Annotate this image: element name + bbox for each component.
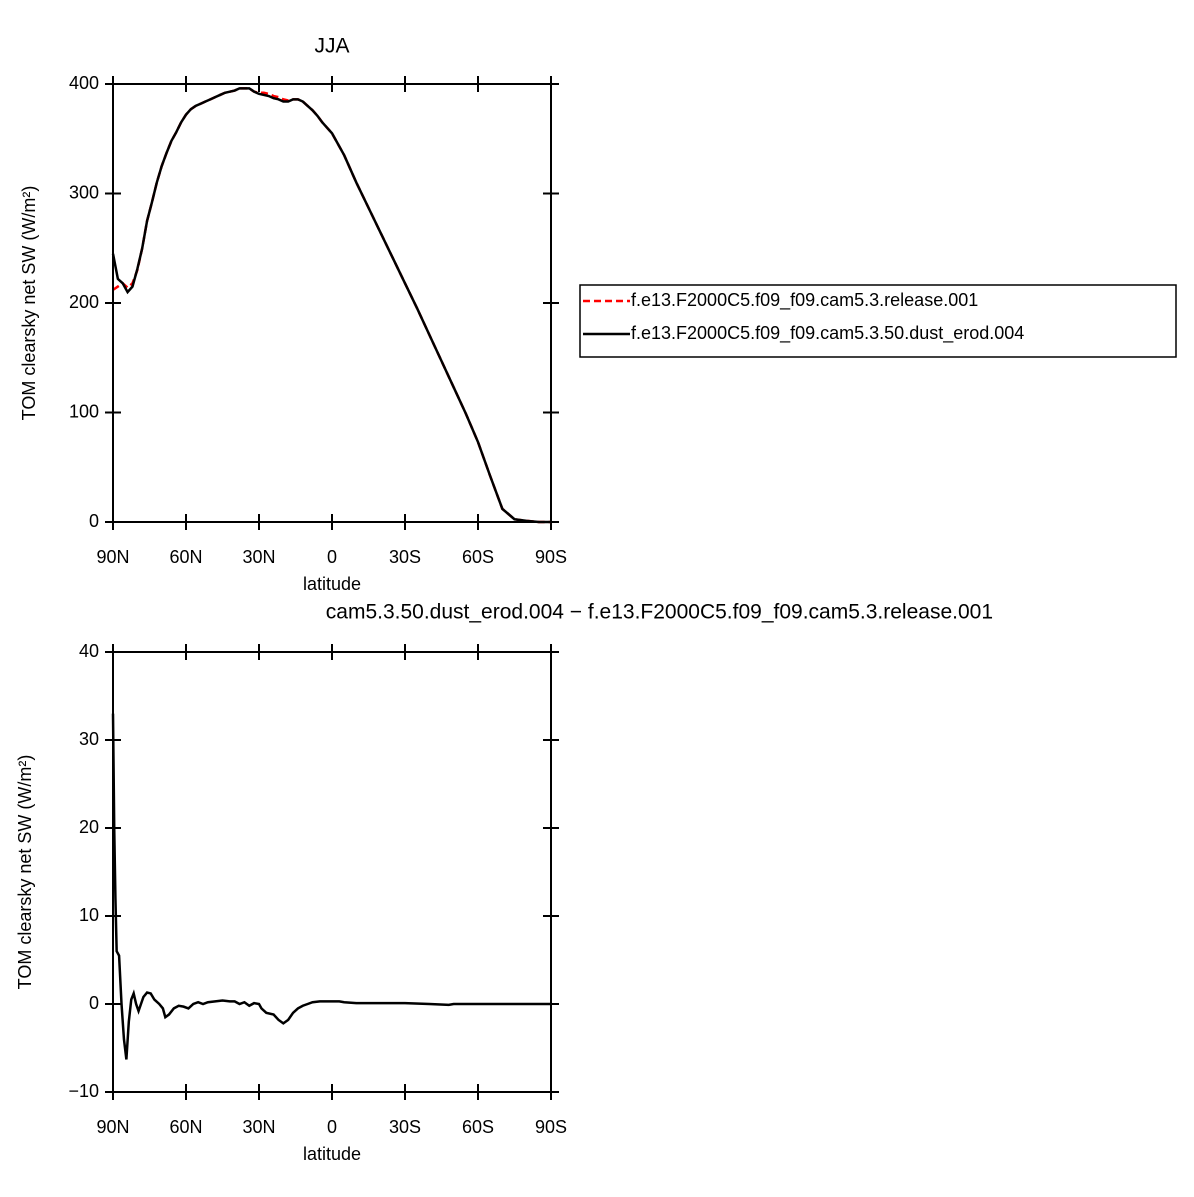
x-tick-label: 60S — [462, 1117, 494, 1137]
y-tick-label: 10 — [79, 905, 99, 925]
x-tick-label: 30S — [389, 1117, 421, 1137]
plot-frame — [112, 651, 552, 1093]
y-tick-label: 40 — [79, 641, 99, 661]
y-tick-label: 0 — [89, 993, 99, 1013]
y-tick-label: 20 — [79, 817, 99, 837]
y-tick-label: 100 — [69, 401, 99, 421]
x-tick-label: 30N — [242, 1117, 275, 1137]
data-line — [112, 87, 551, 524]
y-tick-label: 0 — [89, 511, 99, 531]
y-tick-label: 300 — [69, 182, 99, 202]
y-tick-label: 30 — [79, 729, 99, 749]
y-axis-label: TOM clearsky net SW (W/m²) — [19, 186, 39, 421]
x-tick-label: 90N — [96, 547, 129, 567]
x-tick-label: 90S — [535, 547, 567, 567]
data-line — [111, 87, 551, 524]
x-tick-label: 0 — [327, 1117, 337, 1137]
legend-label: f.e13.F2000C5.f09_f09.cam5.3.50.dust_ero… — [631, 323, 1024, 344]
x-tick-label: 30S — [389, 547, 421, 567]
chart-title: cam5.3.50.dust_erod.004 − f.e13.F2000C5.… — [326, 601, 993, 624]
data-line — [111, 713, 551, 1060]
y-axis-label: TOM clearsky net SW (W/m²) — [15, 755, 35, 990]
x-axis-label: latitude — [303, 1144, 361, 1164]
plot-frame — [112, 83, 552, 523]
x-tick-label: 60S — [462, 547, 494, 567]
legend-box — [579, 284, 1177, 358]
x-tick-label: 90S — [535, 1117, 567, 1137]
y-tick-label: 400 — [69, 73, 99, 93]
x-tick-label: 60N — [169, 1117, 202, 1137]
x-axis-label: latitude — [303, 574, 361, 594]
legend-label: f.e13.F2000C5.f09_f09.cam5.3.release.001 — [631, 290, 978, 311]
x-tick-label: 90N — [96, 1117, 129, 1137]
chart-title: JJA — [314, 35, 349, 58]
y-tick-label: −10 — [68, 1081, 99, 1101]
x-tick-label: 60N — [169, 547, 202, 567]
x-tick-label: 0 — [327, 547, 337, 567]
x-tick-label: 30N — [242, 547, 275, 567]
y-tick-label: 200 — [69, 292, 99, 312]
